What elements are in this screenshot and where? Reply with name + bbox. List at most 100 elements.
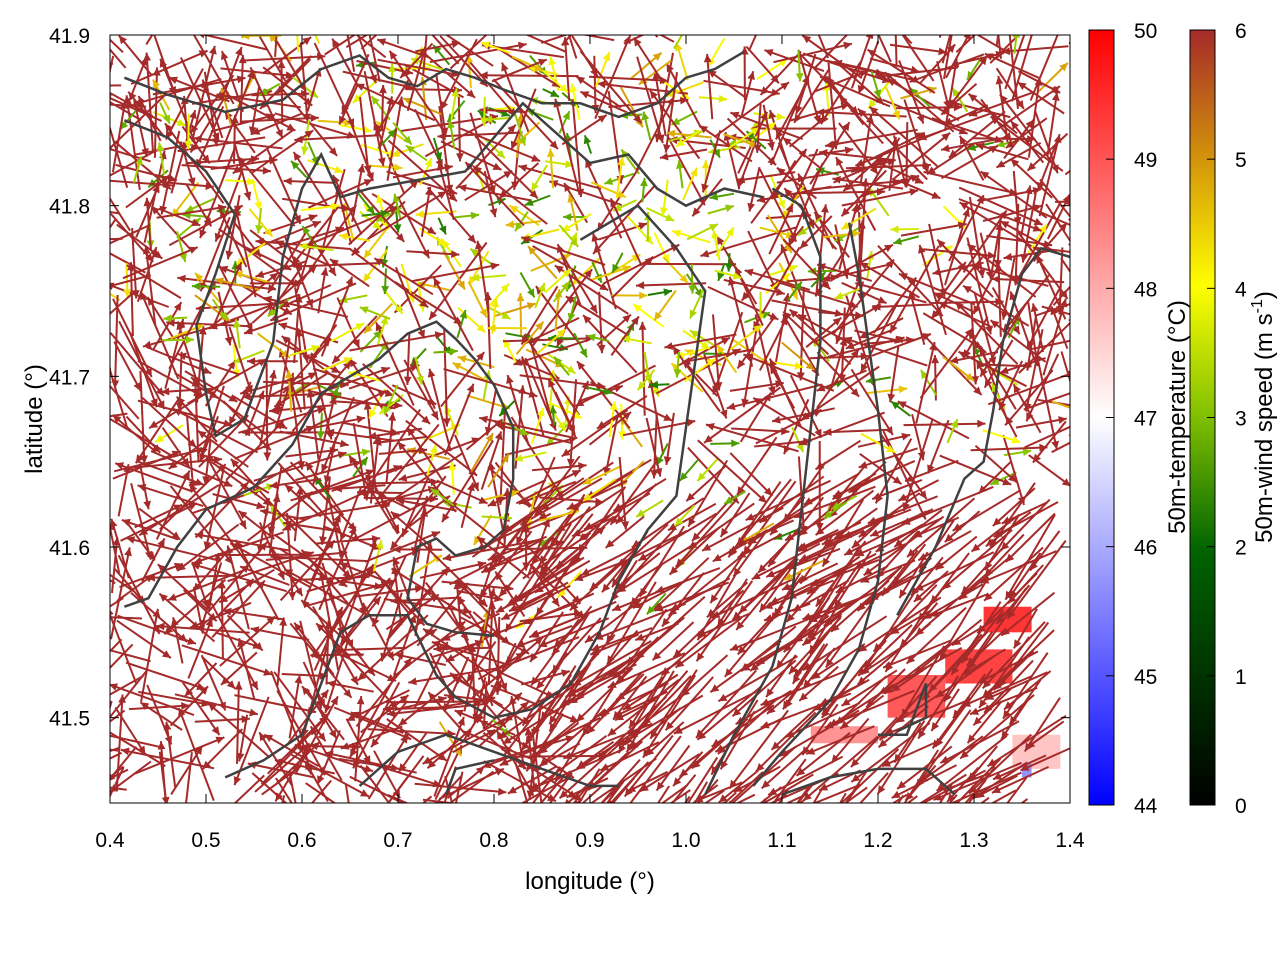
wind-vector bbox=[194, 717, 250, 723]
wind-vector-head bbox=[498, 787, 507, 796]
wind-vector-head bbox=[805, 361, 815, 370]
wind-vector bbox=[324, 35, 357, 56]
wind-vector bbox=[824, 689, 915, 729]
wind-vector-head bbox=[458, 184, 467, 192]
wind-vector-head bbox=[610, 516, 619, 525]
wind-vector bbox=[1046, 92, 1058, 156]
wind-vector-head bbox=[263, 452, 272, 461]
wind-vector-head bbox=[641, 111, 650, 121]
wind-vector-head bbox=[285, 369, 293, 379]
wind-vector-head bbox=[803, 497, 813, 505]
wind-vector-head bbox=[1037, 181, 1045, 191]
wind-vector-head bbox=[599, 282, 609, 291]
wind-vector-head bbox=[118, 35, 128, 45]
x-tick-label: 0.4 bbox=[95, 829, 125, 852]
wind-vector bbox=[623, 734, 674, 798]
wind-vector-head bbox=[474, 639, 484, 648]
wind-vector-head bbox=[798, 227, 807, 236]
wind-vector-head bbox=[449, 347, 458, 356]
wind-vector bbox=[1000, 498, 1051, 551]
wind-vector bbox=[966, 628, 1006, 667]
wind-vector-head bbox=[761, 780, 771, 789]
wind-vector-head bbox=[202, 476, 211, 485]
wind-vector bbox=[144, 245, 157, 326]
wind-vector-head bbox=[340, 380, 349, 389]
wind-vector-head bbox=[195, 447, 205, 455]
wind-vector-head bbox=[637, 381, 646, 391]
wind-vector bbox=[525, 35, 566, 53]
wind-vector-head bbox=[851, 774, 861, 782]
wind-vector-head bbox=[918, 244, 926, 254]
wind-vector bbox=[759, 50, 802, 96]
wind-vector-head bbox=[990, 538, 999, 548]
wind-vector-head bbox=[1005, 590, 1013, 600]
wind-vector-head bbox=[697, 731, 707, 740]
wind-vector-head bbox=[851, 203, 859, 213]
wind-vector-head bbox=[565, 689, 575, 697]
wind-vector-head bbox=[807, 219, 815, 229]
wind-vector-head bbox=[219, 265, 229, 274]
wind-vector-head bbox=[652, 651, 662, 661]
wind-vector-head bbox=[622, 824, 631, 832]
wind-vector-head bbox=[952, 637, 962, 646]
wind-vector bbox=[207, 702, 271, 759]
colorbar-tick-label: 49 bbox=[1134, 149, 1157, 172]
wind-vector bbox=[691, 495, 734, 542]
wind-vector bbox=[387, 771, 413, 803]
wind-vector-head bbox=[585, 24, 594, 31]
wind-vector-head bbox=[768, 557, 777, 567]
wind-vector bbox=[320, 276, 354, 357]
wind-vector-head bbox=[333, 513, 341, 523]
wind-vector bbox=[253, 451, 347, 482]
wind-vector-head bbox=[720, 760, 729, 770]
wind-vector-head bbox=[414, 585, 424, 593]
wind-vector-head bbox=[929, 342, 937, 351]
wind-vector bbox=[1002, 434, 1025, 506]
wind-vector bbox=[769, 562, 853, 605]
wind-vector-head bbox=[633, 37, 642, 47]
wind-vector-head bbox=[895, 714, 905, 723]
wind-vector-head bbox=[794, 361, 804, 370]
wind-vector-head bbox=[110, 683, 118, 691]
wind-vector-head bbox=[689, 330, 699, 339]
wind-vector bbox=[260, 715, 329, 785]
wind-vector-head bbox=[359, 306, 369, 314]
wind-vector-head bbox=[501, 612, 511, 620]
wind-vector bbox=[770, 709, 815, 751]
wind-vector-head bbox=[448, 462, 457, 471]
wind-vector-head bbox=[831, 623, 840, 632]
wind-vector-head bbox=[491, 298, 500, 308]
wind-vector bbox=[110, 147, 151, 163]
wind-vector bbox=[114, 706, 147, 756]
wind-vector bbox=[812, 180, 901, 191]
wind-vector bbox=[629, 707, 682, 750]
wind-vector-head bbox=[639, 588, 648, 597]
wind-vector bbox=[948, 194, 985, 262]
wind-vector bbox=[964, 779, 987, 803]
wind-vector-head bbox=[987, 251, 996, 260]
wind-vector-head bbox=[993, 772, 1002, 780]
wind-vector bbox=[257, 35, 287, 82]
wind-vector-head bbox=[962, 803, 970, 812]
wind-vector-head bbox=[610, 198, 618, 208]
wind-vector bbox=[635, 96, 675, 171]
wind-vector bbox=[110, 597, 124, 608]
wind-vector-head bbox=[177, 562, 186, 571]
wind-vector-head bbox=[339, 439, 349, 448]
wind-vector-head bbox=[644, 374, 653, 384]
wind-vector-head bbox=[168, 86, 177, 95]
wind-vector bbox=[217, 263, 254, 332]
wind-vector bbox=[420, 186, 432, 237]
wind-vector-head bbox=[481, 565, 491, 573]
wind-vector bbox=[184, 370, 238, 403]
wind-vector-head bbox=[788, 264, 798, 273]
wind-vector bbox=[802, 597, 861, 621]
wind-vector-head bbox=[884, 244, 893, 253]
wind-vector bbox=[922, 583, 984, 620]
wind-vector-head bbox=[744, 268, 754, 277]
wind-vector-head bbox=[785, 203, 793, 213]
wind-vector bbox=[1001, 45, 1069, 53]
wind-vector bbox=[608, 98, 689, 108]
wind-vector-head bbox=[269, 406, 278, 415]
wind-vector-head bbox=[941, 132, 951, 141]
